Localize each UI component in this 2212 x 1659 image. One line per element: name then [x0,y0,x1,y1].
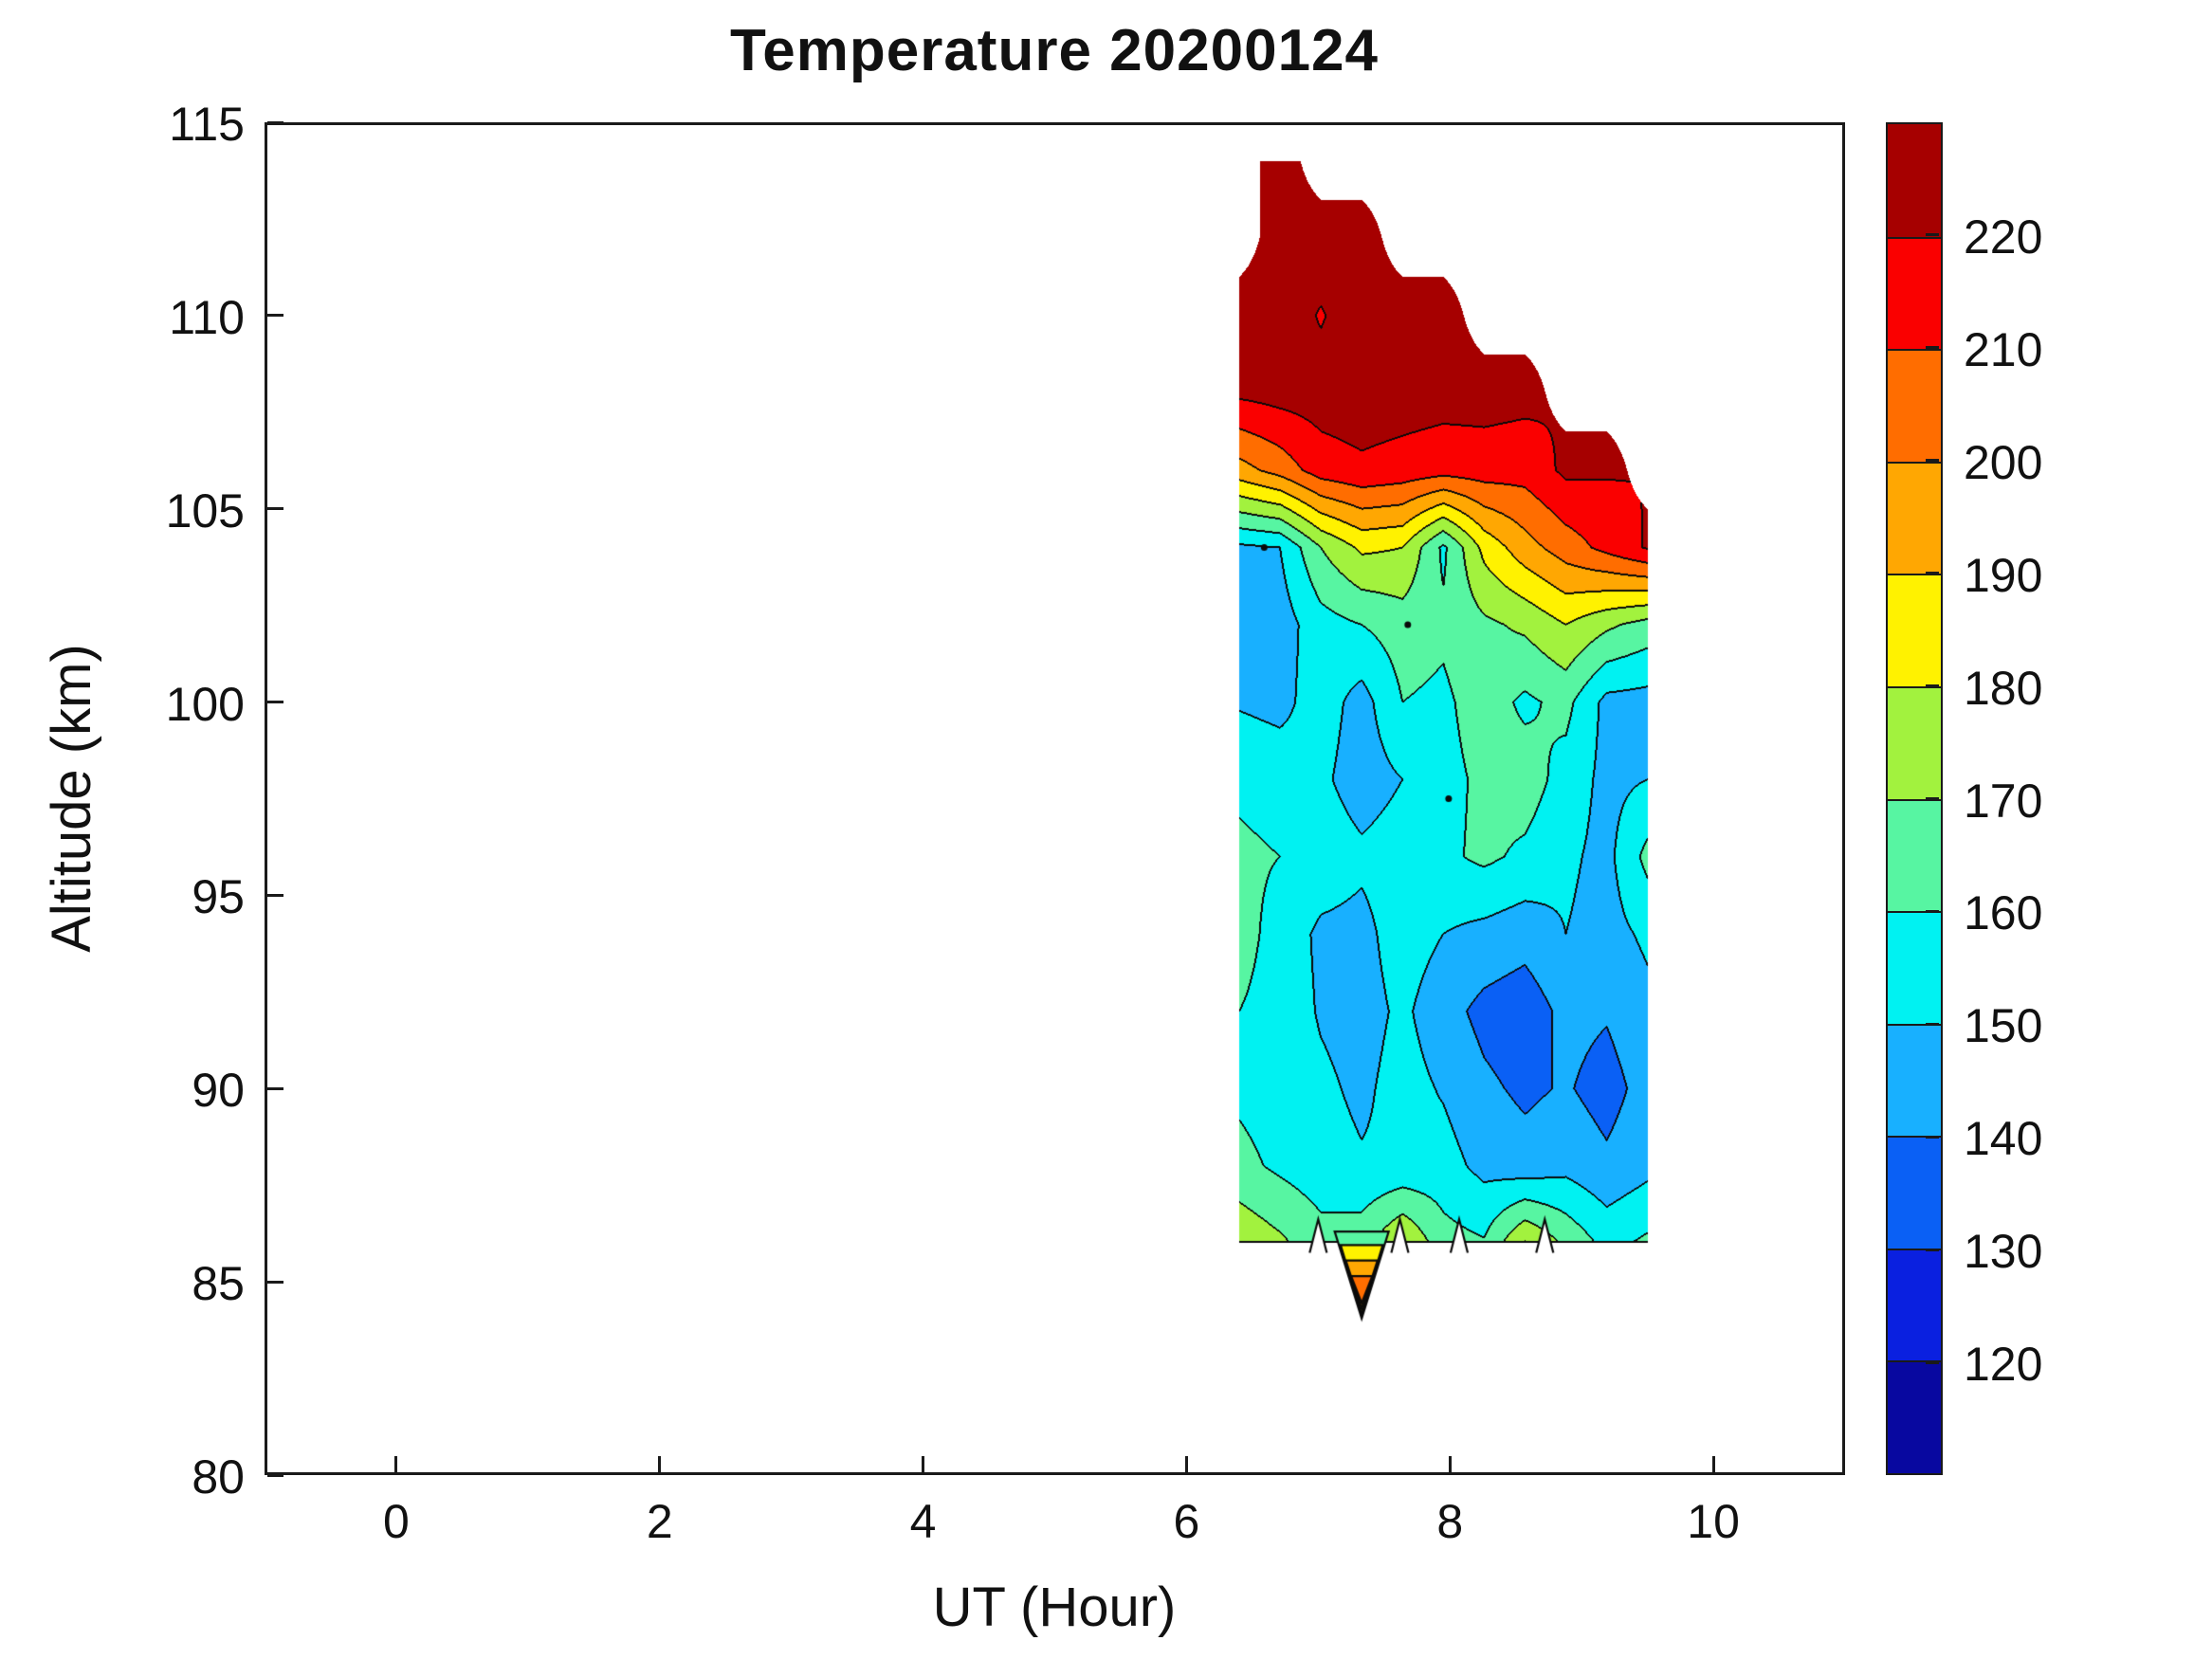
y-tick-mark [267,1280,283,1284]
colorbar-tick-mark [1926,909,1939,913]
colorbar-tick-mark [1926,459,1939,463]
x-tick-mark [394,1456,398,1472]
y-tick-mark [267,1086,283,1090]
colorbar-tick-label: 210 [1964,322,2043,376]
colorbar-tick-mark [1926,1022,1939,1026]
colorbar-tick-mark [1926,233,1939,237]
x-tick-label: 2 [646,1495,673,1548]
colorbar-tick-label: 170 [1964,774,2043,828]
colorbar-tick-label: 120 [1964,1338,2043,1392]
colorbar-band [1888,1249,1941,1360]
x-tick-label: 4 [909,1495,937,1548]
colorbar-band [1888,686,1941,799]
colorbar-tick-mark [1926,346,1939,350]
x-tick-mark [1184,1456,1188,1472]
y-tick-mark [267,1473,283,1477]
x-tick-mark [1711,1456,1715,1472]
chart-title: Temperature 20200124 [729,18,1380,83]
y-tick-label: 105 [165,483,245,538]
colorbar-tick-label: 200 [1964,435,2043,489]
colorbar-band [1888,574,1941,686]
contour-plot-canvas [265,122,1845,1475]
colorbar-band [1888,349,1941,462]
x-tick-label: 8 [1436,1495,1464,1548]
colorbar-band [1888,911,1941,1024]
x-tick-label: 10 [1687,1495,1740,1548]
colorbar-tick-mark [1926,797,1939,800]
y-tick-mark [267,314,283,318]
x-tick-mark [922,1456,925,1472]
y-tick-mark [267,701,283,704]
colorbar-tick-mark [1926,1360,1939,1364]
y-tick-label: 85 [192,1257,245,1311]
y-tick-label: 80 [192,1450,245,1504]
x-tick-label: 0 [383,1495,410,1548]
x-tick-mark [1448,1456,1452,1472]
y-tick-label: 90 [192,1064,245,1118]
colorbar-band [1888,1360,1941,1473]
colorbar-band [1888,124,1941,237]
y-tick-mark [267,507,283,511]
colorbar-band [1888,1136,1941,1249]
colorbar-tick-label: 220 [1964,210,2043,264]
y-tick-mark [267,120,283,124]
y-tick-mark [267,893,283,897]
colorbar-tick-mark [1926,684,1939,688]
colorbar [1886,122,1943,1475]
x-tick-mark [658,1456,662,1472]
colorbar-band [1888,462,1941,574]
x-axis-label: UT (Hour) [932,1577,1177,1638]
colorbar-band [1888,237,1941,349]
colorbar-tick-label: 180 [1964,661,2043,715]
colorbar-band [1888,799,1941,911]
colorbar-tick-mark [1926,1135,1939,1139]
y-tick-label: 95 [192,870,245,924]
x-tick-label: 6 [1173,1495,1200,1548]
colorbar-tick-label: 150 [1964,999,2043,1053]
colorbar-band [1888,1024,1941,1136]
y-tick-label: 115 [169,98,245,151]
colorbar-tick-mark [1926,572,1939,575]
colorbar-tick-label: 140 [1964,1112,2043,1166]
colorbar-tick-mark [1926,1248,1939,1251]
colorbar-tick-label: 190 [1964,548,2043,602]
colorbar-tick-label: 160 [1964,886,2043,940]
y-axis-label: Altitude (km) [41,644,102,953]
y-tick-label: 110 [169,290,245,344]
y-tick-label: 100 [165,677,245,731]
colorbar-tick-label: 130 [1964,1225,2043,1279]
